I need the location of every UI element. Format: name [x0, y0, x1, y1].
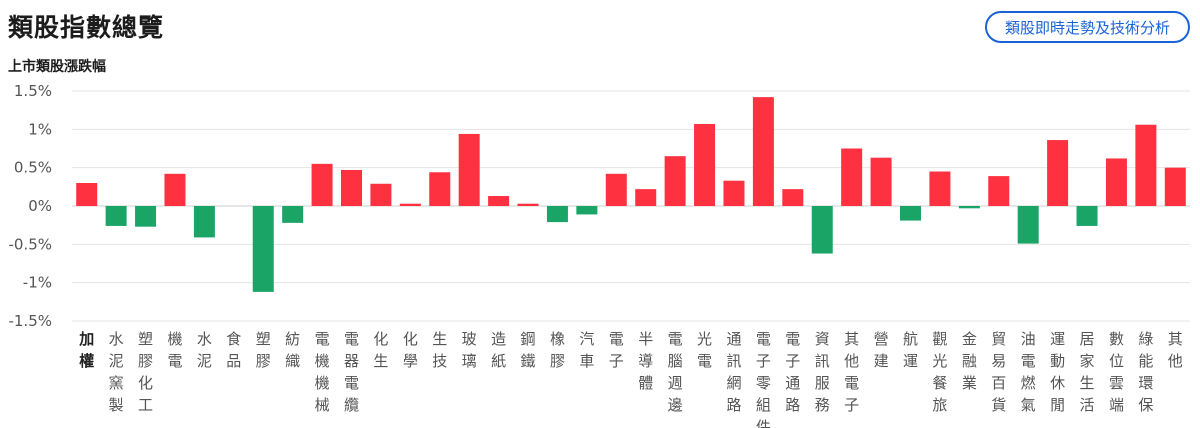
bar[interactable]	[576, 206, 598, 215]
bar[interactable]	[752, 97, 774, 206]
bar[interactable]	[694, 123, 716, 206]
category-label[interactable]: 橡膠	[550, 330, 565, 370]
category-label[interactable]: 電子	[609, 330, 624, 370]
category-label[interactable]: 運動休閒	[1050, 330, 1065, 414]
category-label[interactable]: 光電	[697, 330, 712, 370]
category-label[interactable]: 貿易百貨	[991, 330, 1006, 414]
category-label[interactable]: 金融業	[962, 330, 977, 392]
category-label[interactable]: 化生	[373, 330, 388, 370]
category-label[interactable]: 數位雲端	[1109, 330, 1124, 414]
category-label[interactable]: 水泥窯製	[109, 330, 124, 414]
bar[interactable]	[311, 163, 333, 206]
bar[interactable]	[782, 189, 804, 206]
category-label[interactable]: 玻璃	[462, 330, 477, 370]
category-label[interactable]: 加權	[78, 330, 94, 370]
category-label[interactable]: 紡織	[285, 330, 300, 370]
bar[interactable]	[488, 196, 510, 206]
sector-analysis-button[interactable]: 類股即時走勢及技術分析	[985, 11, 1190, 43]
bar[interactable]	[929, 171, 951, 207]
category-label[interactable]: 電腦週邊	[668, 330, 683, 414]
bar[interactable]	[135, 206, 157, 227]
bar[interactable]	[282, 206, 304, 223]
category-label[interactable]: 其他電子	[844, 330, 859, 414]
category-label[interactable]: 綠能環保	[1138, 330, 1153, 414]
chart-title: 上市類股漲跌幅	[8, 59, 106, 75]
bar[interactable]	[399, 203, 421, 206]
category-label[interactable]: 其他	[1168, 330, 1183, 370]
category-label[interactable]: 油電燃氣	[1021, 330, 1036, 414]
bar[interactable]	[1017, 206, 1039, 244]
bar[interactable]	[1164, 167, 1186, 206]
category-label[interactable]: 通訊網路	[726, 330, 741, 414]
category-label[interactable]: 資訊服務	[815, 330, 830, 414]
category-label[interactable]: 汽車	[579, 330, 594, 370]
y-tick-label: -0.5%	[8, 235, 52, 253]
bar[interactable]	[517, 203, 539, 206]
bar[interactable]	[958, 206, 980, 209]
bar[interactable]	[1047, 140, 1069, 206]
bar[interactable]	[193, 206, 215, 238]
bar[interactable]	[341, 169, 362, 206]
category-label[interactable]: 航運	[903, 330, 918, 370]
y-axis-ticks: 1.5% 1% 0.5% 0% -0.5% -1% -1.5%	[8, 82, 52, 330]
category-label[interactable]: 化學	[403, 330, 418, 370]
category-label[interactable]: 電器電纜	[344, 330, 359, 414]
category-label[interactable]: 電子零組件	[756, 330, 771, 428]
category-label[interactable]: 鋼鐵	[521, 330, 536, 370]
bar[interactable]	[811, 206, 833, 254]
bar[interactable]	[546, 206, 568, 223]
category-label[interactable]: 觀光餐旅	[932, 330, 947, 414]
bar[interactable]	[105, 206, 127, 226]
bar[interactable]	[429, 172, 451, 206]
bar[interactable]	[664, 156, 686, 206]
bar[interactable]	[900, 206, 921, 221]
bar[interactable]	[988, 176, 1010, 206]
category-label[interactable]: 塑膠	[256, 330, 271, 370]
category-label[interactable]: 營建	[874, 330, 889, 370]
bar[interactable]	[605, 173, 627, 206]
bar[interactable]	[76, 183, 98, 206]
y-tick-label: -1%	[23, 274, 52, 292]
bar[interactable]	[870, 157, 892, 206]
category-label[interactable]: 電機機械	[315, 330, 330, 414]
category-label[interactable]: 塑膠化工	[138, 330, 153, 414]
x-axis-categories: 加權水泥窯製塑膠化工機電水泥食品塑膠紡織電機機械電器電纜化生化學生技玻璃造紙鋼鐵…	[78, 330, 1183, 428]
bar[interactable]	[635, 189, 657, 206]
category-label[interactable]: 居家生活	[1080, 330, 1095, 414]
bar[interactable]	[252, 206, 274, 292]
bar[interactable]	[723, 180, 745, 206]
category-label[interactable]: 食品	[226, 330, 241, 370]
bar[interactable]	[164, 173, 186, 206]
bar[interactable]	[370, 183, 392, 206]
page-title: 類股指數總覽	[8, 13, 165, 42]
bar[interactable]	[458, 133, 480, 206]
category-label[interactable]: 造紙	[491, 330, 506, 370]
bar[interactable]	[1076, 206, 1098, 226]
bar[interactable]	[841, 148, 863, 207]
bar[interactable]	[1105, 158, 1127, 206]
category-label[interactable]: 半導體	[638, 330, 653, 392]
category-label[interactable]: 水泥	[197, 330, 212, 370]
y-tick-label: 1.5%	[14, 82, 52, 100]
bars-layer	[76, 97, 1186, 292]
y-tick-label: -1.5%	[8, 312, 52, 330]
category-label[interactable]: 生技	[432, 330, 447, 370]
category-label[interactable]: 機電	[167, 330, 182, 370]
y-tick-label: 1%	[28, 120, 52, 138]
y-tick-label: 0.5%	[14, 159, 52, 177]
category-label[interactable]: 電子通路	[785, 330, 800, 414]
bar[interactable]	[1135, 124, 1157, 206]
y-tick-label: 0%	[28, 197, 52, 215]
